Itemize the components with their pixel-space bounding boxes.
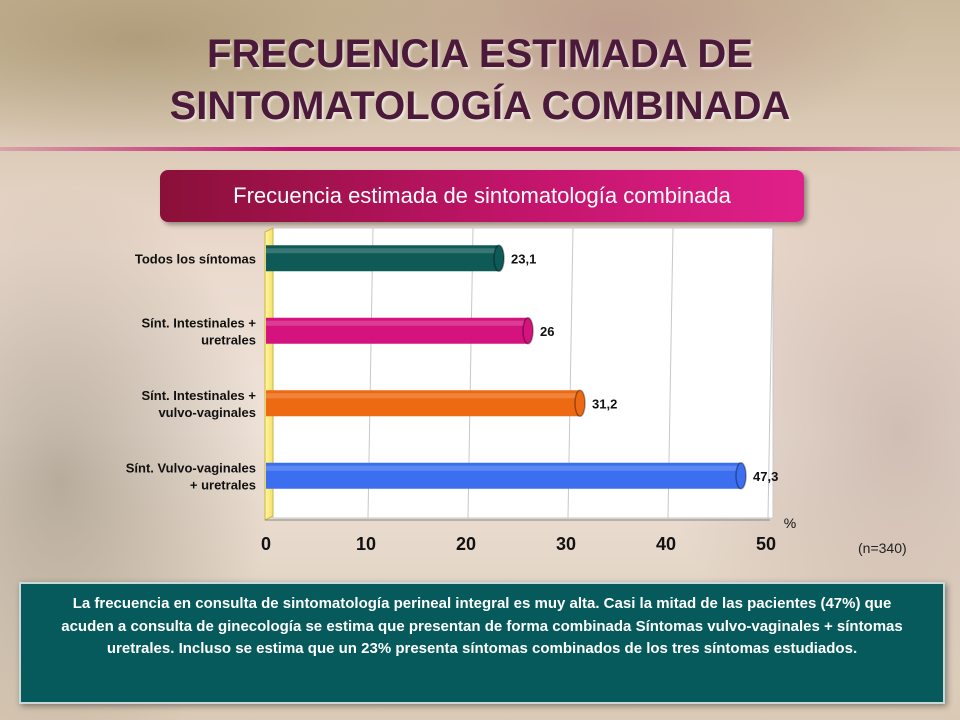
x-tick-label: 0 [261,534,271,554]
bar-value-label: 23,1 [511,251,536,266]
bar-value-label: 47,3 [753,469,778,484]
bar-end-cap [574,389,586,417]
x-axis-unit-label: % [784,515,796,531]
x-tick-label: 10 [356,534,376,554]
x-tick-label: 30 [556,534,576,554]
bar-end-cap [735,462,747,490]
sample-size-note: (n=340) [858,540,907,556]
bar-highlight [266,320,528,326]
x-tick-label: 40 [656,534,676,554]
page-title: FRECUENCIA ESTIMADA DE SINTOMATOLOGÍA CO… [0,28,960,132]
gridline [767,227,774,519]
bar-highlight [266,393,580,399]
title-line-1: FRECUENCIA ESTIMADA DE [207,32,753,76]
category-label: + uretrales [190,477,256,492]
axis-wall [264,227,274,521]
x-tick-label: 20 [456,534,476,554]
bar [266,245,499,272]
bar-end-cap [493,244,505,272]
category-label: vulvo-vaginales [158,405,256,420]
bar-highlight [266,465,741,471]
x-tick-label: 50 [756,534,776,554]
chart-subtitle-banner: Frecuencia estimada de sintomatología co… [160,170,804,222]
category-label: Sínt. Vulvo-vaginales [126,460,256,475]
bar-highlight [266,248,499,254]
bar [266,390,580,417]
category-label: Sínt. Intestinales + [141,315,256,330]
chart-area: 23,1 Todos los síntomas 26 Sínt. Intestinal… [88,222,848,572]
bar [266,317,528,344]
bar-end-cap [522,317,534,345]
category-label: Sínt. Intestinales + [141,388,256,403]
bar [266,462,741,489]
bar-chart: 23,1 Todos los síntomas 26 Sínt. Intestinal… [126,227,796,554]
bar-value-label: 31,2 [592,396,617,411]
summary-box: La frecuencia en consulta de sintomatolo… [19,582,945,704]
bar-value-label: 26 [540,324,554,339]
title-divider [0,147,960,151]
category-label: Todos los síntomas [135,251,256,266]
title-line-2: SINTOMATOLOGÍA COMBINADA [169,84,791,128]
category-label: uretrales [201,332,256,347]
